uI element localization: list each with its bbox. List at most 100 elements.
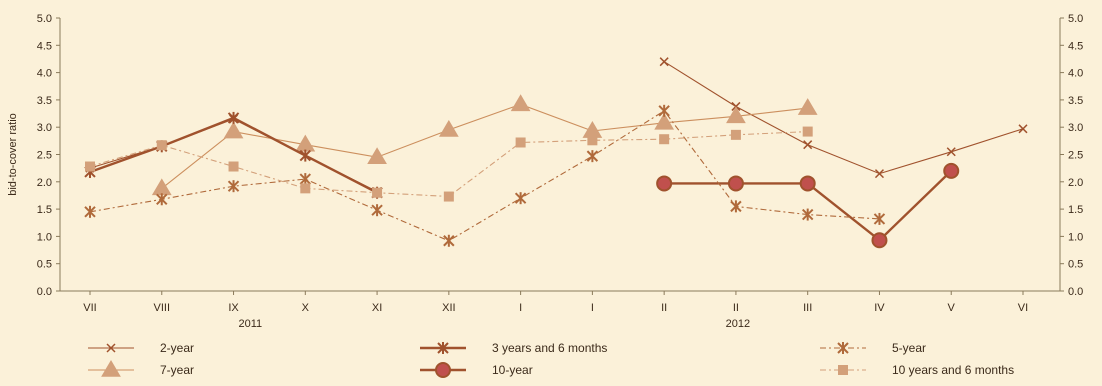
year-label-2011: 2011	[238, 318, 262, 330]
data-point	[227, 180, 240, 193]
x-tick-label: II	[661, 302, 667, 314]
series-line	[89, 110, 880, 242]
series-2-year	[85, 57, 1028, 197]
y-tick-label-left: 2.5	[37, 150, 52, 162]
y-tick-label-left: 1.0	[37, 231, 52, 243]
axes-layer: 0.0 0.0 0.5 0.5 1.0 1.0 1.5 1.5 2.0 2.0 2.5 2.5 3.0 3…	[7, 13, 1083, 330]
x-tick-label: II	[733, 302, 739, 314]
y-tick-label-left: 4.0	[37, 68, 52, 80]
data-point	[438, 119, 459, 137]
x-tick-label: V	[948, 302, 956, 314]
data-point	[659, 57, 669, 67]
x-tick-label: XII	[442, 302, 455, 314]
x-marker-stroke	[659, 57, 669, 67]
legend: 2-year 7-year 3 years and 6 months 10-year 5…	[88, 341, 1014, 378]
data-point	[799, 175, 816, 192]
data-point	[510, 94, 531, 112]
data-point	[227, 111, 240, 124]
data-point	[514, 192, 527, 205]
legend-item: 2-year	[88, 341, 194, 355]
x-tick-label: XI	[372, 302, 382, 314]
y-tick-label-right: 1.5	[1068, 204, 1083, 216]
x-tick-label: IX	[228, 302, 239, 314]
x-tick-label: IV	[874, 302, 885, 314]
data-point	[587, 135, 598, 146]
data-point	[586, 150, 599, 163]
x-tick-label: X	[302, 302, 310, 314]
legend-item: 3 years and 6 months	[420, 341, 607, 355]
data-point	[873, 212, 886, 225]
data-point	[802, 126, 813, 137]
data-point	[223, 121, 244, 139]
legend-label: 5-year	[892, 341, 926, 355]
data-point	[871, 232, 888, 249]
legend-label: 10 years and 6 months	[892, 363, 1014, 377]
data-point	[659, 134, 670, 145]
series-line	[663, 61, 1024, 175]
series-line	[161, 103, 808, 189]
series-layer	[84, 57, 1028, 249]
data-point	[156, 193, 168, 206]
x-marker-stroke	[106, 343, 116, 353]
data-point	[151, 178, 172, 196]
y-tick-label-right: 2.5	[1068, 150, 1083, 162]
data-point	[582, 121, 603, 138]
data-point	[801, 208, 814, 221]
x-tick-label: III	[803, 302, 812, 314]
legend-label: 10-year	[492, 363, 533, 377]
data-point	[156, 140, 167, 151]
data-point	[797, 98, 818, 115]
x-marker-stroke	[946, 147, 956, 157]
data-point	[299, 173, 312, 186]
y-tick-label-right: 2.0	[1068, 177, 1083, 189]
series-5-year	[84, 104, 886, 247]
y-tick-label-left: 3.5	[37, 95, 52, 107]
y-tick-label-left: 2.0	[37, 177, 52, 189]
data-point	[874, 169, 884, 179]
data-point	[372, 187, 383, 198]
x-tick-label: VI	[1018, 302, 1028, 314]
legend-label: 2-year	[160, 341, 194, 355]
y-tick-label-right: 5.0	[1068, 13, 1083, 25]
legend-label: 3 years and 6 months	[492, 341, 607, 355]
y-tick-label-right: 0.5	[1068, 259, 1083, 271]
y-tick-label-right: 3.0	[1068, 122, 1083, 134]
legend-item: 7-year	[88, 360, 194, 377]
y-tick-label-right: 4.5	[1068, 40, 1083, 52]
legend-swatch-marker	[838, 365, 848, 375]
x-marker-stroke	[874, 169, 884, 179]
data-point	[803, 140, 813, 150]
data-point	[228, 161, 239, 172]
data-point	[943, 162, 960, 179]
legend-label: 7-year	[160, 363, 194, 377]
data-point	[656, 175, 673, 192]
series-10-year	[656, 162, 960, 249]
data-point	[946, 147, 956, 157]
legend-item: 10-year	[420, 362, 533, 378]
data-point	[515, 137, 526, 148]
data-point	[727, 175, 744, 192]
legend-item: 5-year	[820, 341, 926, 355]
y-tick-label-right: 1.0	[1068, 231, 1083, 243]
x-marker-stroke	[1018, 124, 1028, 134]
data-point	[85, 161, 95, 172]
legend-swatch-marker	[837, 342, 849, 354]
data-point	[730, 129, 741, 140]
y-tick-label-left: 3.0	[37, 122, 52, 134]
x-tick-label: VII	[83, 302, 96, 314]
series-10-years-and-6-months	[85, 126, 813, 202]
data-point	[658, 104, 670, 117]
x-tick-label: I	[591, 302, 594, 314]
year-label-2012: 2012	[726, 318, 750, 330]
data-point	[726, 106, 746, 124]
y-tick-label-left: 1.5	[37, 204, 52, 216]
data-point	[443, 191, 454, 202]
data-point	[730, 200, 742, 213]
data-point	[443, 234, 455, 247]
legend-swatch-marker	[435, 362, 451, 378]
x-tick-label: VIII	[154, 302, 171, 314]
data-point	[371, 204, 383, 217]
y-tick-label-right: 4.0	[1068, 68, 1083, 80]
